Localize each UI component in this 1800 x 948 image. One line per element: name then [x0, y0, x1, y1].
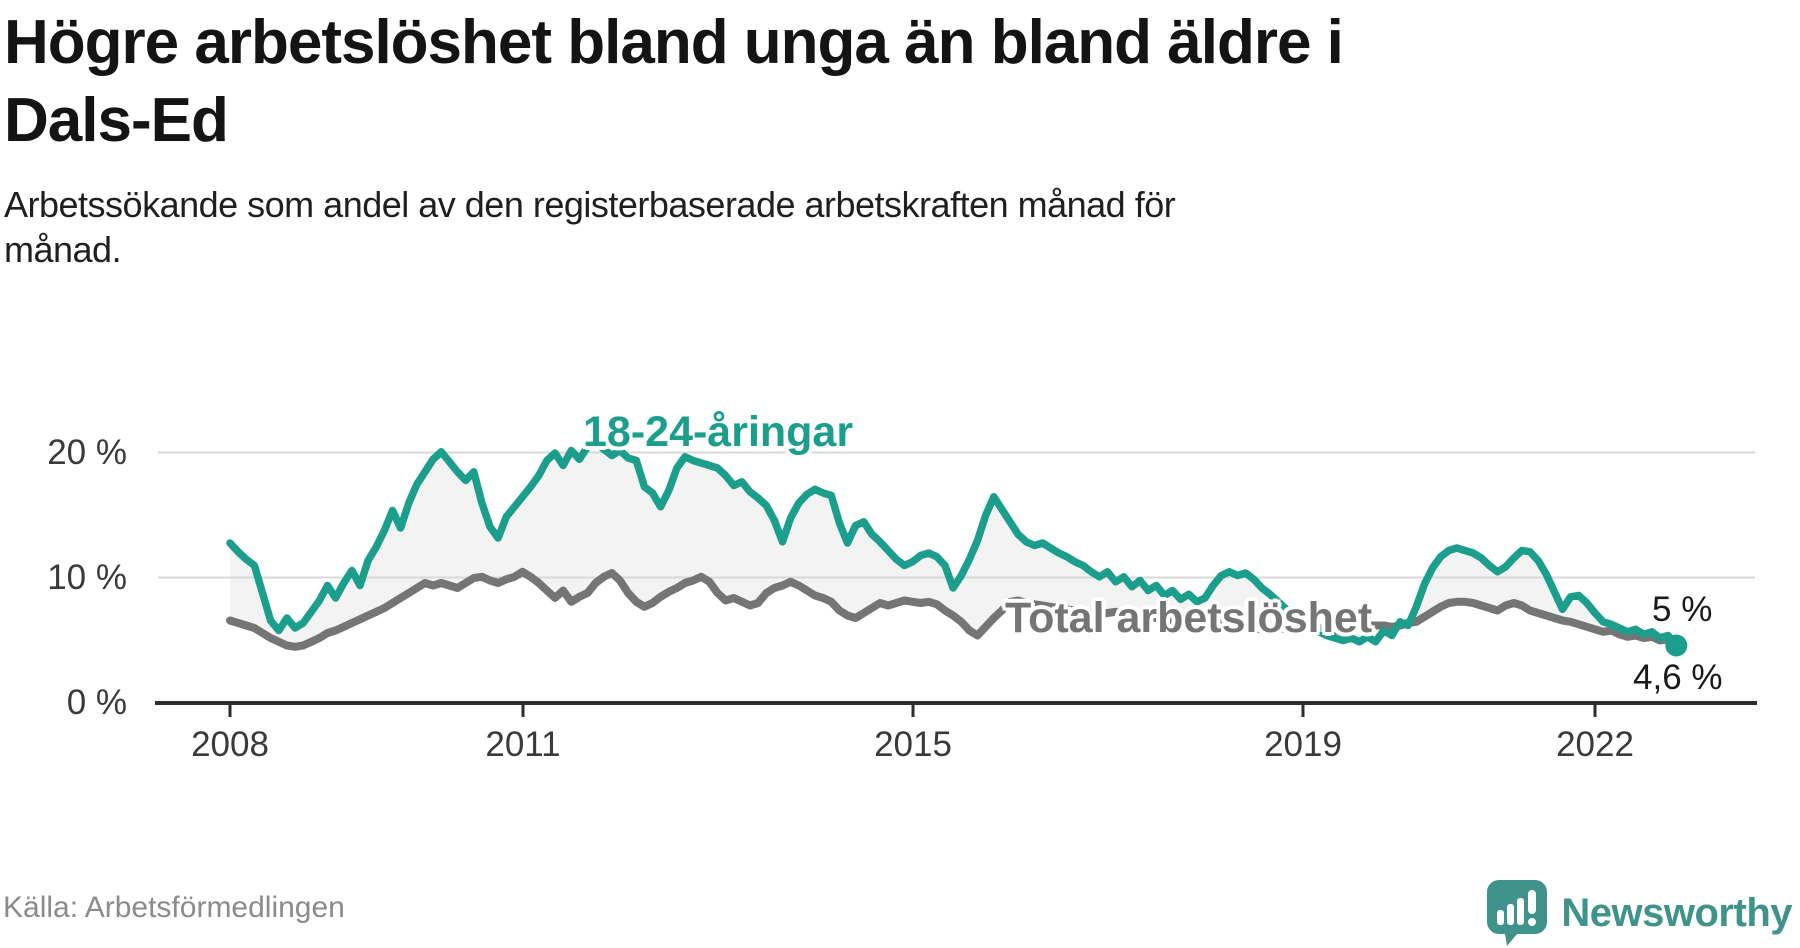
subtitle-line-2: månad.	[4, 229, 122, 270]
series-label-total: Total arbetslöshet	[1005, 594, 1373, 642]
title-line-2: Dals-Ed	[4, 86, 229, 155]
youth-unemployment-line	[226, 438, 1681, 650]
y-tick-20: 20 %	[47, 433, 127, 472]
logo-bar-chart-glyph	[1497, 890, 1537, 926]
newsworthy-brand: Newsworthy	[1487, 880, 1792, 946]
y-tick-0: 0 %	[66, 683, 127, 722]
total-unemployment-line	[226, 567, 1681, 651]
end-value-youth: 4,6 %	[1633, 658, 1723, 697]
x-axis-ticks	[228, 703, 1597, 717]
subtitle-line-1: Arbetssökande som andel av den registerb…	[4, 184, 1176, 225]
end-value-total: 5 %	[1652, 590, 1713, 629]
y-tick-10: 10 %	[47, 558, 127, 597]
x-tick-2015: 2015	[874, 725, 952, 764]
youth-line-end-dot	[1665, 634, 1688, 657]
title-line-1: Högre arbetslöshet bland unga än bland ä…	[4, 8, 1344, 77]
series-label-youth: 18-24-åringar	[583, 408, 854, 456]
x-tick-2008: 2008	[191, 725, 269, 764]
page-title: Högre arbetslöshet bland unga än bland ä…	[4, 4, 1344, 160]
x-tick-2022: 2022	[1556, 725, 1634, 764]
x-tick-2019: 2019	[1264, 725, 1342, 764]
source-note: Källa: Arbetsförmedlingen	[3, 891, 345, 924]
between-series-band	[230, 441, 1677, 647]
chart-subtitle: Arbetssökande som andel av den registerb…	[4, 182, 1176, 272]
x-tick-2011: 2011	[485, 725, 561, 764]
newsworthy-logo-icon	[1487, 880, 1548, 946]
brand-name: Newsworthy	[1561, 890, 1792, 935]
